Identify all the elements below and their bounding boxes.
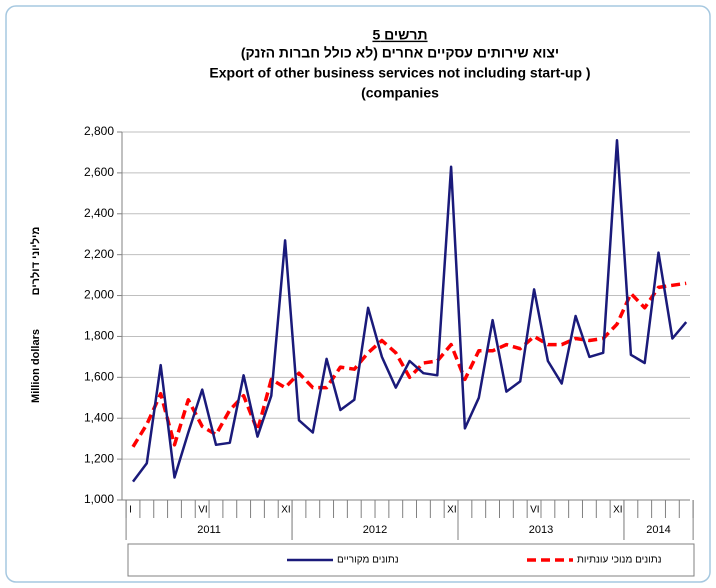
- panel: [5, 5, 711, 583]
- y-tick-label: 2,800: [84, 124, 114, 138]
- year-label: 2011: [197, 524, 221, 536]
- y-tick-label: 2,000: [84, 288, 114, 302]
- title-en: Export of other business services not in…: [209, 65, 590, 81]
- y-tick-label: 1,400: [84, 410, 114, 424]
- x-tick-label: VI: [530, 505, 539, 516]
- legend-label: נתונים מנוכי עונתיות: [577, 555, 662, 566]
- y-label-he: מיליוני דולרים: [29, 227, 42, 296]
- y-tick-label: 1,600: [84, 370, 114, 384]
- x-tick-label: XII: [447, 505, 459, 516]
- y-tick-label: 1,000: [84, 492, 114, 506]
- y-label: Million dollars מיליוני דולרים: [29, 227, 42, 403]
- y-label-en: Million dollars: [30, 329, 42, 403]
- legend-label: נתונים מקוריים: [337, 555, 399, 566]
- year-label: 2012: [363, 524, 387, 536]
- y-tick-label: 1,200: [84, 451, 114, 465]
- x-tick-label: XII: [281, 505, 293, 516]
- series-line: [131, 281, 687, 448]
- y-tick-label: 2,400: [84, 206, 114, 220]
- x-tick-label: I: [129, 505, 132, 516]
- legend-box: [127, 543, 695, 577]
- y-tick-label: 1,800: [84, 329, 114, 343]
- year-label: 2013: [529, 524, 553, 536]
- title-en-2: (companies: [361, 85, 439, 101]
- x-tick-label: VI: [198, 505, 207, 516]
- title-he: יצוא שירותים עסקיים אחרים (לא כולל חברות…: [241, 45, 559, 61]
- year-label: 2014: [646, 524, 670, 536]
- series-line: [132, 138, 688, 483]
- y-tick-label: 2,200: [84, 247, 114, 261]
- x-tick-label: XII: [613, 505, 625, 516]
- y-tick-label: 2,600: [84, 165, 114, 179]
- chart-label: תרשים 5: [372, 27, 427, 43]
